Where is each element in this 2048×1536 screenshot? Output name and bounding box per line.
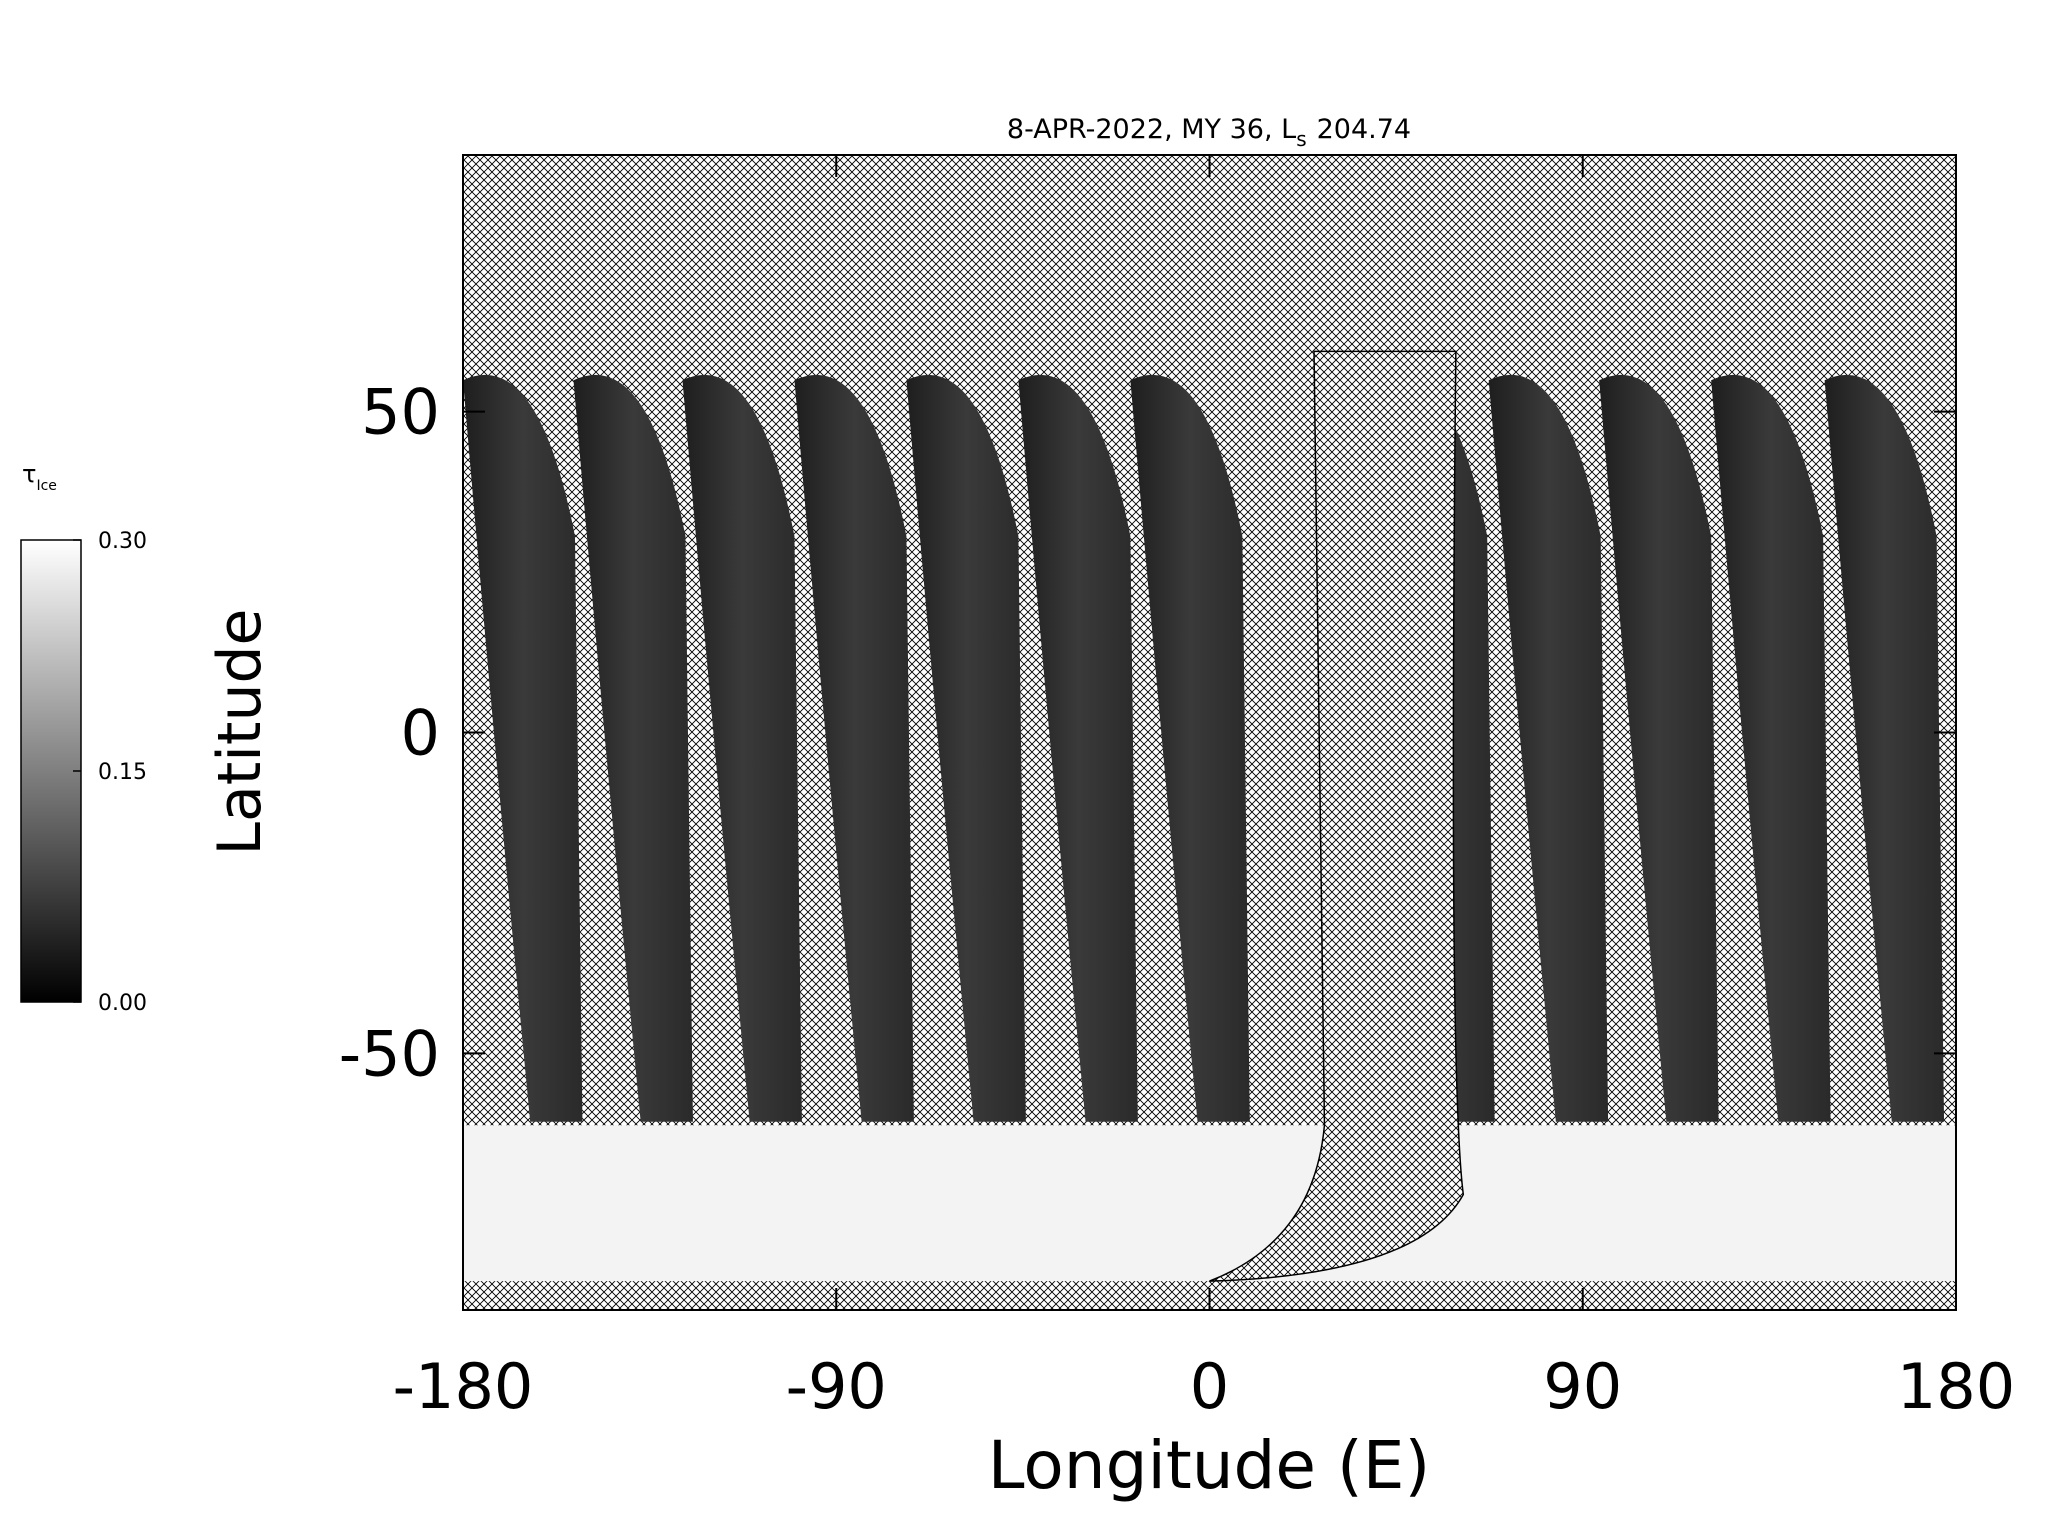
colorbar-label: τIce	[22, 460, 57, 494]
swath	[463, 374, 583, 1122]
swath	[682, 374, 802, 1122]
title-subscript: s	[1296, 127, 1306, 151]
x-tick-label: -180	[393, 1350, 534, 1423]
swath	[1488, 374, 1609, 1122]
swath	[1130, 374, 1250, 1122]
y-tick-label: -50	[339, 1017, 440, 1090]
colorbar-label-symbol: τ	[22, 460, 36, 488]
colorbar-tick-label: 0.15	[98, 760, 147, 785]
y-tick-label: 50	[361, 376, 440, 449]
title-text: 8-APR-2022, MY 36, L	[1007, 114, 1296, 145]
swath	[573, 374, 693, 1122]
swath	[1824, 374, 1945, 1122]
x-tick-label: -90	[786, 1350, 887, 1423]
colorbar-tick-label: 0.00	[98, 991, 147, 1016]
swath	[1018, 374, 1138, 1122]
swath	[906, 374, 1026, 1122]
map-area	[463, 155, 1956, 1310]
swath	[794, 374, 914, 1122]
swath	[1599, 374, 1719, 1122]
polar-band	[463, 1125, 1956, 1282]
x-tick-label: 90	[1543, 1350, 1622, 1423]
colorbar-tick-label: 0.30	[98, 529, 147, 554]
x-axis-label: Longitude (E)	[988, 1427, 1430, 1504]
colorbar-label-subscript: Ice	[36, 478, 56, 494]
colorbar	[20, 539, 82, 1003]
title-value: 204.74	[1317, 114, 1411, 145]
y-tick-label: 0	[401, 697, 440, 770]
x-tick-label: 0	[1190, 1350, 1229, 1423]
x-tick-label: 180	[1897, 1350, 2015, 1423]
swath	[1711, 374, 1831, 1122]
gap-hatch	[1209, 350, 1465, 1282]
chart-title: 8-APR-2022, MY 36, Ls 204.74	[1007, 114, 1411, 151]
y-axis-label: Latitude	[205, 609, 275, 856]
